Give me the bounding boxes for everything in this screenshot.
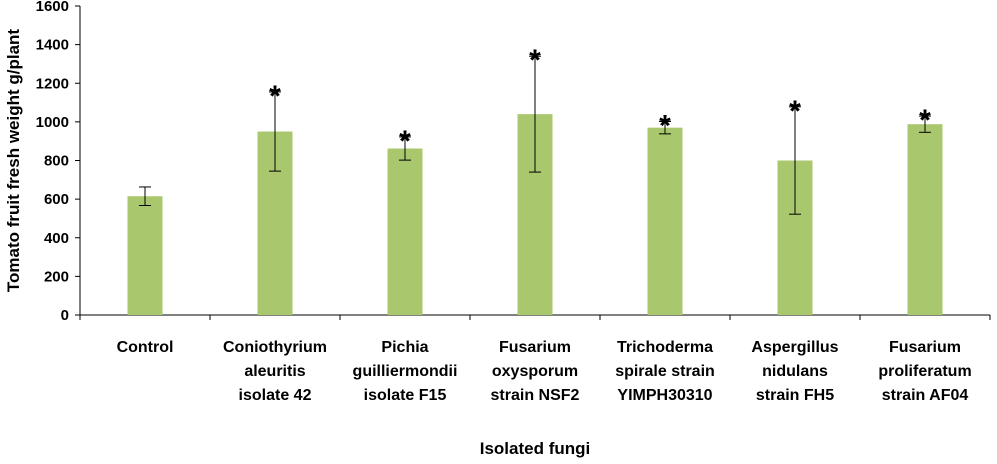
category-label-line: strain AF04 xyxy=(882,387,969,404)
y-axis-ticks: 0 200 400 600 800 1000 1200 1400 1600 xyxy=(36,0,991,324)
y-tick-label: 200 xyxy=(44,268,69,285)
significance-asterisk: * xyxy=(789,95,801,128)
category-label-line: strain FH5 xyxy=(756,387,834,404)
category-label: Control xyxy=(117,339,174,356)
y-tick-label: 600 xyxy=(44,191,69,208)
bar xyxy=(127,196,163,315)
category-label-line: Trichoderma xyxy=(617,339,713,356)
significance-asterisk: * xyxy=(399,125,411,158)
y-tick-label: 1200 xyxy=(36,75,69,92)
bar xyxy=(387,148,423,315)
significance-asterisk: * xyxy=(529,44,541,77)
y-tick-label: 1400 xyxy=(36,37,69,54)
significance-asterisk: * xyxy=(269,80,281,113)
category-label-line: Coniothyrium xyxy=(223,339,327,356)
category-label-line: Fusarium xyxy=(499,339,571,356)
y-tick-label: 400 xyxy=(44,230,69,247)
category-label-line: YIMPH30310 xyxy=(617,387,712,404)
category-label: Fusarium oxysporum strain NSF2 xyxy=(491,339,580,404)
category-label-line: Aspergillus xyxy=(751,339,838,356)
significance-asterisk: * xyxy=(659,109,671,142)
category-labels: Control Coniothyrium aleuritis isolate 42 Pi… xyxy=(117,339,972,404)
category-label: Trichoderma spirale strain YIMPH30310 xyxy=(615,339,715,404)
category-label-line: isolate F15 xyxy=(364,387,447,404)
bar xyxy=(647,127,683,315)
category-label-line: Pichia xyxy=(381,339,428,356)
category-label: Coniothyrium aleuritis isolate 42 xyxy=(223,339,327,404)
category-label-line: Fusarium xyxy=(889,339,961,356)
bars-group: * * * * * * xyxy=(127,44,943,316)
y-tick-label: 1000 xyxy=(36,114,69,131)
y-tick-label: 800 xyxy=(44,153,69,170)
category-label-line: spirale strain xyxy=(615,363,715,380)
category-label-line: proliferatum xyxy=(878,363,971,380)
category-label-line: Control xyxy=(117,339,174,356)
category-label-line: guilliermondii xyxy=(353,363,458,380)
x-axis-title: Isolated fungi xyxy=(480,439,591,458)
category-label: Aspergillus nidulans strain FH5 xyxy=(751,339,838,404)
category-label-line: isolate 42 xyxy=(239,387,312,404)
y-axis-title: Tomato fruit fresh weight g/plant xyxy=(4,29,23,293)
y-tick-label: 0 xyxy=(61,307,69,324)
category-label-line: aleuritis xyxy=(244,363,305,380)
category-label-line: oxysporum xyxy=(492,363,578,380)
bar xyxy=(907,124,943,315)
significance-asterisk: * xyxy=(919,104,931,137)
category-label: Fusarium proliferatum strain AF04 xyxy=(878,339,971,404)
category-label: Pichia guilliermondii isolate F15 xyxy=(353,339,458,404)
y-tick-label: 1600 xyxy=(36,0,69,15)
category-label-line: strain NSF2 xyxy=(491,387,580,404)
category-label-line: nidulans xyxy=(762,363,828,380)
